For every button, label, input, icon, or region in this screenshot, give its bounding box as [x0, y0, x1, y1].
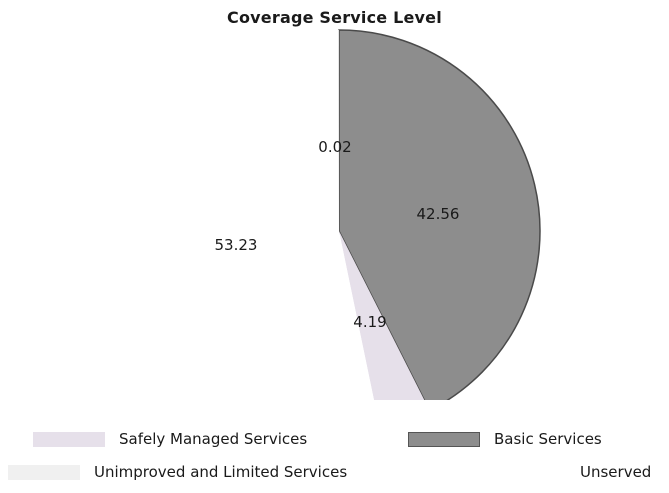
legend-swatch-unserved: [494, 464, 566, 480]
legend-item-unimproved: Unimproved and Limited Services: [8, 463, 347, 481]
legend-swatch-unimproved: [8, 464, 80, 480]
legend-row-2: Unimproved and Limited Services Unserved: [0, 463, 669, 485]
legend-item-unserved: Unserved: [494, 463, 651, 481]
data-label-unimproved: 0.02: [318, 138, 351, 156]
pie-slice-safely-managed: [339, 231, 425, 400]
data-label-unserved: 53.23: [215, 236, 258, 254]
legend-label-unserved: Unserved: [580, 463, 652, 481]
legend-label-basic: Basic Services: [494, 430, 602, 448]
legend-row-1: Safely Managed Services Basic Services: [0, 430, 669, 452]
pie-slice-unserved: [138, 30, 374, 400]
legend-label-safely-managed: Safely Managed Services: [119, 430, 308, 448]
legend-swatch-basic: [408, 431, 480, 447]
data-label-basic: 42.56: [417, 205, 460, 223]
data-label-safely-managed: 4.19: [353, 313, 386, 331]
pie-chart: 4.19 42.56 0.02 53.23: [138, 29, 541, 400]
legend-swatch-safely-managed: [33, 431, 105, 447]
chart-title: Coverage Service Level: [227, 8, 442, 27]
legend-label-unimproved: Unimproved and Limited Services: [94, 463, 348, 481]
pie-slice-basic: [338, 29, 541, 400]
legend-item-basic: Basic Services: [408, 430, 602, 448]
legend-item-safely-managed: Safely Managed Services: [33, 430, 307, 448]
